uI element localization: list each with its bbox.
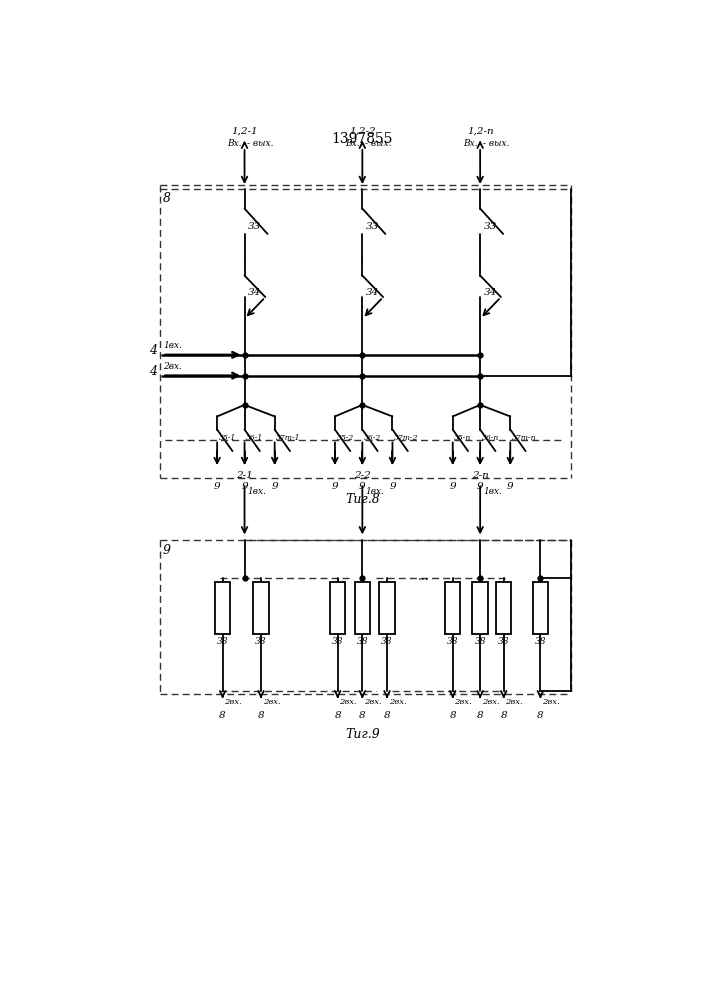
Bar <box>330 582 345 634</box>
Text: 8: 8 <box>219 711 226 720</box>
Text: 1вх.: 1вх. <box>365 487 384 496</box>
Text: 8: 8 <box>359 711 366 720</box>
Text: 37m-1: 37m-1 <box>276 434 300 442</box>
Text: 36-n: 36-n <box>481 434 499 442</box>
Text: 2вх.: 2вх. <box>455 698 472 706</box>
Text: Τиг.9: Τиг.9 <box>345 728 380 741</box>
Text: 33: 33 <box>366 222 380 231</box>
Text: 4: 4 <box>149 365 157 378</box>
Text: 34: 34 <box>484 288 497 297</box>
Text: 9: 9 <box>389 482 396 491</box>
Text: Τиг.8: Τиг.8 <box>345 493 380 506</box>
Text: 9: 9 <box>450 482 456 491</box>
Text: 1,2-n: 1,2-n <box>467 126 493 135</box>
Text: 38: 38 <box>255 637 267 646</box>
Text: 4: 4 <box>149 344 157 358</box>
Text: 9: 9 <box>214 482 221 491</box>
Text: 9: 9 <box>477 482 484 491</box>
Text: - вых.: - вых. <box>483 139 509 148</box>
Text: 9: 9 <box>359 482 366 491</box>
Text: 2-2: 2-2 <box>354 471 370 480</box>
Text: 36-2: 36-2 <box>364 434 381 442</box>
Text: Вх.: Вх. <box>345 139 360 148</box>
Text: 8: 8 <box>334 711 341 720</box>
Bar <box>472 582 488 634</box>
Text: 2вх.: 2вх. <box>163 362 182 371</box>
Text: 38: 38 <box>356 637 368 646</box>
Text: 8: 8 <box>384 711 390 720</box>
Text: 1вх.: 1вх. <box>483 487 502 496</box>
Bar <box>215 582 230 634</box>
Text: 33: 33 <box>484 222 497 231</box>
Bar <box>445 582 460 634</box>
Text: 9: 9 <box>507 482 513 491</box>
Bar <box>355 582 370 634</box>
Text: 9: 9 <box>241 482 248 491</box>
Text: - вых.: - вых. <box>247 139 274 148</box>
Bar <box>496 582 511 634</box>
Text: 38: 38 <box>217 637 228 646</box>
Text: 35-n: 35-n <box>455 434 472 442</box>
Text: 37m-n: 37m-n <box>512 434 537 442</box>
Text: 8: 8 <box>501 711 507 720</box>
Text: 38: 38 <box>498 637 510 646</box>
Text: 1вх.: 1вх. <box>247 487 267 496</box>
Text: 1вх.: 1вх. <box>163 341 182 350</box>
Text: 38: 38 <box>447 637 459 646</box>
Bar <box>533 582 548 634</box>
Bar <box>380 582 395 634</box>
Text: 38: 38 <box>332 637 344 646</box>
Text: ...: ... <box>418 570 430 583</box>
Text: 34: 34 <box>248 288 262 297</box>
Text: 38: 38 <box>534 637 547 646</box>
Text: 2вх.: 2вх. <box>389 698 407 706</box>
Text: 1,2-2: 1,2-2 <box>349 126 375 135</box>
Text: 9: 9 <box>271 482 278 491</box>
Text: 38: 38 <box>381 637 393 646</box>
Text: 1397855: 1397855 <box>332 132 393 146</box>
Text: 35-2: 35-2 <box>337 434 354 442</box>
Text: 33: 33 <box>248 222 262 231</box>
Text: 2вх.: 2вх. <box>542 698 560 706</box>
Text: 8: 8 <box>163 192 170 205</box>
Text: Вх.: Вх. <box>227 139 242 148</box>
Text: 35-1: 35-1 <box>218 434 236 442</box>
Bar <box>253 582 269 634</box>
Text: 2вх.: 2вх. <box>481 698 499 706</box>
Text: 38: 38 <box>474 637 486 646</box>
Text: 9: 9 <box>163 544 170 556</box>
Text: 34: 34 <box>366 288 380 297</box>
Text: 2вх.: 2вх. <box>224 698 242 706</box>
Text: 2вх.: 2вх. <box>506 698 523 706</box>
Text: 37m-2: 37m-2 <box>394 434 419 442</box>
Text: 2-n: 2-n <box>472 471 489 480</box>
Text: Вх.: Вх. <box>463 139 477 148</box>
Text: 8: 8 <box>477 711 484 720</box>
Text: - вых.: - вых. <box>365 139 392 148</box>
Text: 2вх.: 2вх. <box>364 698 382 706</box>
Text: 1,2-1: 1,2-1 <box>231 126 258 135</box>
Text: 36-1: 36-1 <box>246 434 264 442</box>
Text: 9: 9 <box>332 482 338 491</box>
Text: 8: 8 <box>537 711 544 720</box>
Text: 2вх.: 2вх. <box>262 698 280 706</box>
Text: 8: 8 <box>450 711 456 720</box>
Text: 2-1: 2-1 <box>236 471 253 480</box>
Text: 2вх.: 2вх. <box>339 698 357 706</box>
Text: 8: 8 <box>257 711 264 720</box>
